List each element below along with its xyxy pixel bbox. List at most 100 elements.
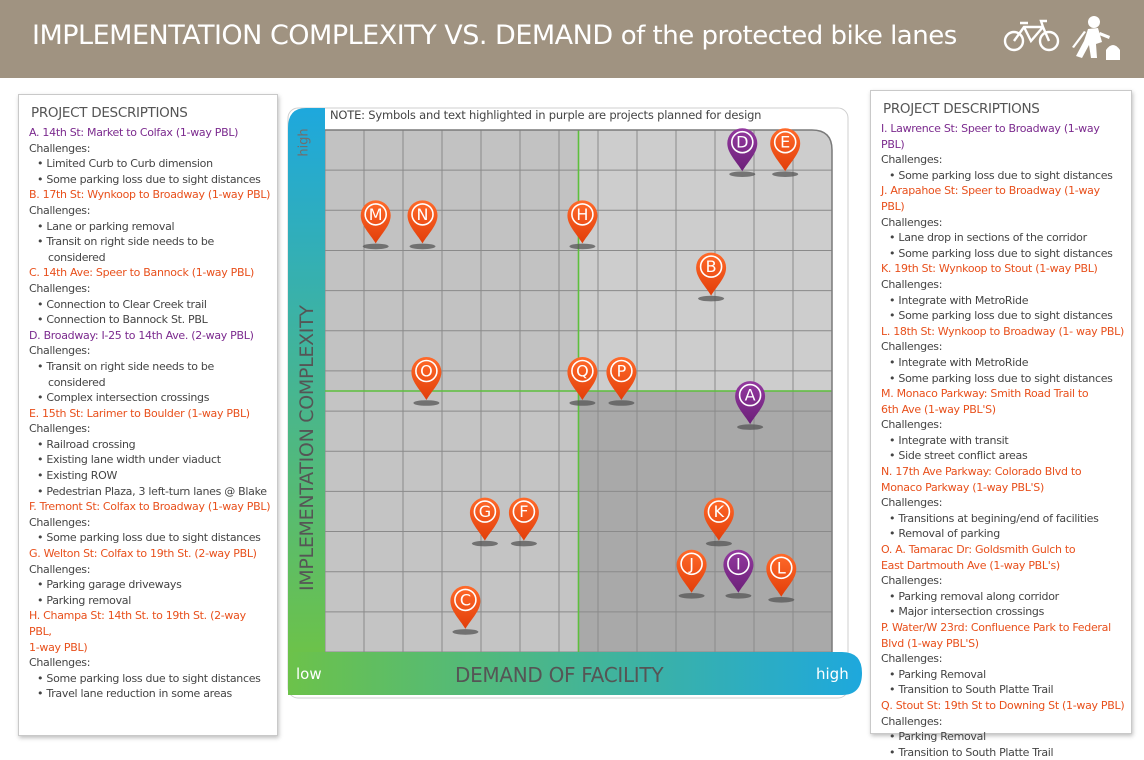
map-pin-icon bbox=[766, 553, 797, 597]
point-label: N bbox=[417, 205, 429, 224]
construction-worker-icon bbox=[1072, 16, 1120, 60]
challenge-item: Integrate with transit bbox=[881, 433, 1125, 449]
pin-shadow bbox=[772, 171, 799, 177]
pin-shadow bbox=[362, 243, 389, 250]
pin-shadow bbox=[510, 540, 537, 547]
challenge-item: Side street conflict areas bbox=[881, 448, 1125, 464]
data-point-o: O bbox=[411, 357, 442, 406]
challenges-label: Challenges: bbox=[29, 515, 91, 529]
project-entry: D. Broadway: I-25 to 14th Ave. (2-way PB… bbox=[19, 328, 277, 406]
quadrant-bottom-left bbox=[325, 391, 579, 652]
challenge-item: Transition to South Platte Trail bbox=[881, 682, 1125, 698]
challenge-item: Transition to South Platte Trail bbox=[881, 745, 1125, 760]
point-label: D bbox=[736, 133, 748, 152]
challenge-item: Parking removal along corridor bbox=[881, 589, 1125, 605]
project-entry: O. A. Tamarac Dr: Goldsmith Gulch to East… bbox=[871, 542, 1131, 620]
project-title: N. 17th Ave Parkway: Colorado Blvd to bbox=[881, 465, 1082, 479]
challenges-label: Challenges: bbox=[881, 574, 943, 588]
challenge-item: considered bbox=[48, 250, 106, 264]
point-label: B bbox=[706, 257, 717, 276]
challenges-label: Challenges: bbox=[881, 153, 943, 167]
project-title: M. Monaco Parkway: Smith Road Trail to bbox=[881, 387, 1089, 401]
challenges-label: Challenges: bbox=[881, 277, 943, 291]
project-title: K. 19th St: Wynkoop to Stout (1-way PBL) bbox=[881, 262, 1098, 276]
panel-title: PROJECT DESCRIPTIONS bbox=[883, 101, 1040, 117]
project-entry: Q. Stout St: 19th St to Downing St (1-wa… bbox=[871, 698, 1131, 760]
map-pin-icon bbox=[606, 357, 637, 400]
challenges-label: Challenges: bbox=[29, 344, 91, 358]
project-entry: A. 14th St: Market to Colfax (1-way PBL)… bbox=[19, 125, 277, 187]
point-label: M bbox=[369, 205, 383, 224]
challenges-label: Challenges: bbox=[29, 656, 91, 670]
project-title: D. Broadway: I-25 to 14th Ave. (2-way PB… bbox=[29, 328, 254, 342]
pin-ring bbox=[680, 552, 703, 576]
project-entry: H. Champa St: 14th St. to 19th St. (2-wa… bbox=[19, 608, 277, 702]
project-title: G. Welton St: Colfax to 19th St. (2-way … bbox=[29, 547, 257, 561]
data-point-j: J bbox=[676, 549, 707, 599]
challenge-item: Existing lane width under viaduct bbox=[29, 452, 271, 468]
project-title: E. 15th St: Larimer to Boulder (1-way PB… bbox=[29, 406, 250, 420]
y-axis-label: IMPLEMENTATION COMPLEXITY bbox=[296, 305, 318, 591]
map-pin-icon bbox=[508, 497, 539, 541]
data-point-k: K bbox=[703, 497, 734, 547]
y-axis-high-label: high bbox=[296, 128, 312, 157]
challenge-item: Pedestrian Plaza, 3 left-turn lanes @ Bl… bbox=[29, 484, 271, 500]
challenge-item: Existing ROW bbox=[29, 468, 271, 484]
point-label: K bbox=[714, 502, 725, 521]
pin-ring bbox=[411, 203, 434, 226]
data-point-q: Q bbox=[567, 357, 598, 406]
project-title-continued: Blvd (1-way PBL'S) bbox=[881, 636, 979, 650]
challenge-item: Removal of parking bbox=[881, 526, 1125, 542]
map-pin-icon bbox=[411, 357, 442, 400]
point-label: G bbox=[479, 502, 491, 521]
project-list: A. 14th St: Market to Colfax (1-way PBL)… bbox=[19, 125, 277, 702]
map-pin-icon bbox=[723, 549, 754, 593]
project-entry: G. Welton St: Colfax to 19th St. (2-way … bbox=[19, 546, 277, 608]
challenge-item: Some parking loss due to sight distances bbox=[29, 671, 271, 687]
pin-ring bbox=[730, 130, 754, 154]
quadrant-top-left bbox=[325, 130, 579, 391]
project-entry: M. Monaco Parkway: Smith Road Trail to 6t… bbox=[871, 386, 1131, 464]
project-title: A. 14th St: Market to Colfax (1-way PBL) bbox=[29, 126, 239, 139]
project-title: B. 17th St: Wynkoop to Broadway (1-way P… bbox=[29, 188, 271, 202]
title-main: IMPLEMENTATION COMPLEXITY VS. DEMAND bbox=[32, 20, 613, 51]
pin-ring bbox=[473, 500, 497, 523]
map-pin-icon bbox=[407, 200, 438, 244]
data-point-g: G bbox=[469, 497, 500, 547]
challenge-item: Transit on right side needs to be bbox=[29, 234, 271, 250]
pin-ring bbox=[727, 552, 750, 576]
data-point-d: D bbox=[727, 128, 758, 177]
challenge-item: Major intersection crossings bbox=[881, 604, 1125, 620]
pin-shadow bbox=[768, 597, 795, 603]
challenge-item: Some parking loss due to sight distances bbox=[29, 172, 271, 188]
pin-shadow bbox=[705, 540, 732, 547]
data-point-b: B bbox=[696, 252, 727, 302]
project-descriptions-right: PROJECT DESCRIPTIONS I. Lawrence St: Spe… bbox=[870, 90, 1132, 759]
point-label: E bbox=[780, 133, 790, 152]
challenge-item: Connection to Clear Creek trail bbox=[29, 297, 271, 313]
x-axis-low-label: low bbox=[296, 665, 322, 683]
pin-shadow bbox=[413, 400, 440, 406]
point-label: H bbox=[576, 205, 588, 224]
header-bar: IMPLEMENTATION COMPLEXITY VS. DEMAND of … bbox=[0, 0, 1144, 78]
project-title: J. Arapahoe St: Speer to Broadway (1-way… bbox=[881, 184, 1100, 213]
pin-ring bbox=[738, 383, 762, 407]
challenge-item: Transit on right side needs to be bbox=[29, 359, 271, 375]
bicycle-icon bbox=[1003, 19, 1060, 52]
point-label: L bbox=[777, 558, 786, 577]
point-label: F bbox=[519, 502, 528, 521]
project-entry: P. Water/W 23rd: Confluence Park to Fede… bbox=[871, 620, 1131, 698]
pin-shadow bbox=[471, 540, 498, 547]
pin-shadow bbox=[569, 243, 596, 250]
challenge-item: Some parking loss due to sight distances bbox=[881, 168, 1125, 184]
challenges-label: Challenges: bbox=[29, 141, 91, 155]
challenges-label: Challenges: bbox=[29, 422, 91, 436]
plot-border bbox=[325, 129, 833, 652]
data-point-m: M bbox=[360, 200, 391, 250]
challenges-label: Challenges: bbox=[29, 562, 91, 576]
point-label: J bbox=[688, 554, 694, 573]
pin-shadow bbox=[608, 400, 635, 406]
quadrant-bottom-right bbox=[578, 391, 832, 652]
project-title: C. 14th Ave: Speer to Bannock (1-way PBL… bbox=[29, 266, 255, 280]
pin-shadow bbox=[678, 593, 705, 599]
